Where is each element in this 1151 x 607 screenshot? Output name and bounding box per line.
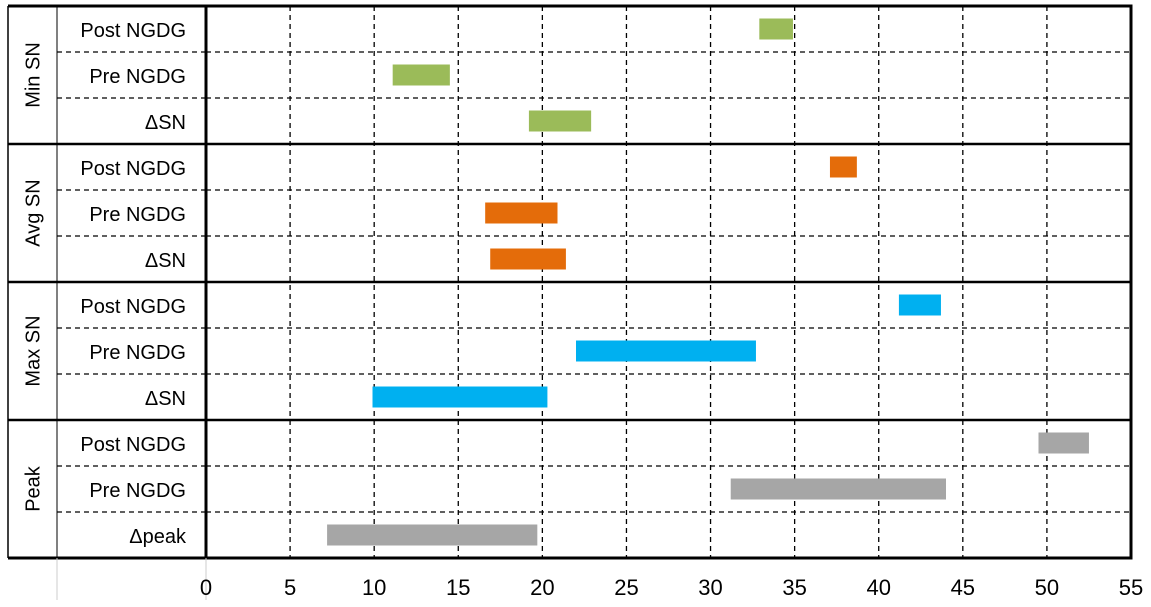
x-tick-label: 10 (362, 575, 386, 600)
x-tick-label: 0 (200, 575, 212, 600)
row-label: Δpeak (129, 526, 187, 548)
row-label: Pre NGDG (89, 66, 186, 88)
range-bar (485, 202, 558, 224)
group-label: Avg SN (23, 179, 45, 246)
row-label: ΔSN (145, 388, 186, 410)
plot-border (204, 4, 1133, 560)
group-label: Min SN (23, 42, 45, 108)
x-tick-label: 40 (866, 575, 890, 600)
row-label: Pre NGDG (89, 342, 186, 364)
x-tick-label: 45 (951, 575, 975, 600)
range-bar (490, 248, 566, 270)
row-label: Post NGDG (80, 296, 186, 318)
range-bar (730, 478, 946, 500)
range-bar (392, 64, 450, 86)
x-tick-label: 55 (1119, 575, 1143, 600)
x-tick-label: 15 (446, 575, 470, 600)
grid-lines (57, 6, 1131, 558)
x-tick-label: 20 (530, 575, 554, 600)
row-label: Pre NGDG (89, 480, 186, 502)
range-bar (528, 110, 592, 132)
labels: Post NGDG Pre NGDG ΔSN Min SN Post NGDG Pre N… (23, 20, 1144, 600)
row-label: ΔSN (145, 250, 186, 272)
row-label: Post NGDG (80, 158, 186, 180)
range-bar (327, 524, 538, 546)
range-bar (898, 294, 941, 316)
range-bar (829, 156, 857, 178)
x-tick-label: 50 (1035, 575, 1059, 600)
range-bar (1038, 432, 1089, 454)
row-label: ΔSN (145, 112, 186, 134)
x-tick-label: 25 (614, 575, 638, 600)
range-bar (759, 18, 793, 40)
row-label: Post NGDG (80, 20, 186, 42)
group-label: Peak (23, 465, 45, 512)
x-tick-label: 30 (698, 575, 722, 600)
row-label: Post NGDG (80, 434, 186, 456)
x-tick-label: 5 (284, 575, 296, 600)
group-label: Max SN (23, 315, 45, 386)
row-label: Pre NGDG (89, 204, 186, 226)
range-bar (372, 386, 548, 408)
range-bar (576, 340, 756, 362)
chart-frame (7, 4, 1133, 600)
x-tick-label: 35 (782, 575, 806, 600)
bars (327, 18, 1089, 546)
